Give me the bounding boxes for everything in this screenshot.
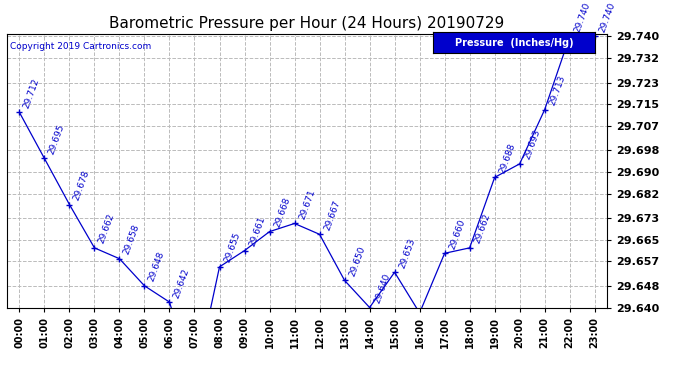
- Text: 29.671: 29.671: [297, 188, 317, 221]
- Text: 29.661: 29.661: [247, 215, 266, 248]
- Text: 29.638: 29.638: [0, 374, 1, 375]
- Text: 29.693: 29.693: [522, 128, 542, 161]
- Text: 29.662: 29.662: [473, 213, 491, 245]
- Text: 29.740: 29.740: [573, 1, 591, 34]
- Text: 29.688: 29.688: [497, 142, 517, 175]
- Text: 29.653: 29.653: [397, 237, 417, 270]
- Text: 29.678: 29.678: [72, 169, 92, 202]
- Text: Copyright 2019 Cartronics.com: Copyright 2019 Cartronics.com: [10, 42, 151, 51]
- Title: Barometric Pressure per Hour (24 Hours) 20190729: Barometric Pressure per Hour (24 Hours) …: [110, 16, 504, 31]
- Text: 29.713: 29.713: [547, 74, 566, 107]
- Text: 29.660: 29.660: [447, 218, 466, 250]
- Text: 29.662: 29.662: [97, 213, 117, 245]
- Text: 29.640: 29.640: [373, 272, 391, 305]
- Text: 29.642: 29.642: [172, 267, 191, 299]
- Text: 29.712: 29.712: [22, 77, 41, 110]
- Text: 29.612: 29.612: [0, 374, 1, 375]
- Text: 29.658: 29.658: [122, 223, 141, 256]
- Text: 29.667: 29.667: [322, 199, 342, 231]
- Text: 29.648: 29.648: [147, 251, 166, 283]
- Text: 29.695: 29.695: [47, 123, 66, 156]
- Text: 29.650: 29.650: [347, 245, 366, 278]
- Text: 29.740: 29.740: [598, 1, 617, 34]
- Text: 29.668: 29.668: [273, 196, 292, 229]
- Text: 29.655: 29.655: [222, 231, 242, 264]
